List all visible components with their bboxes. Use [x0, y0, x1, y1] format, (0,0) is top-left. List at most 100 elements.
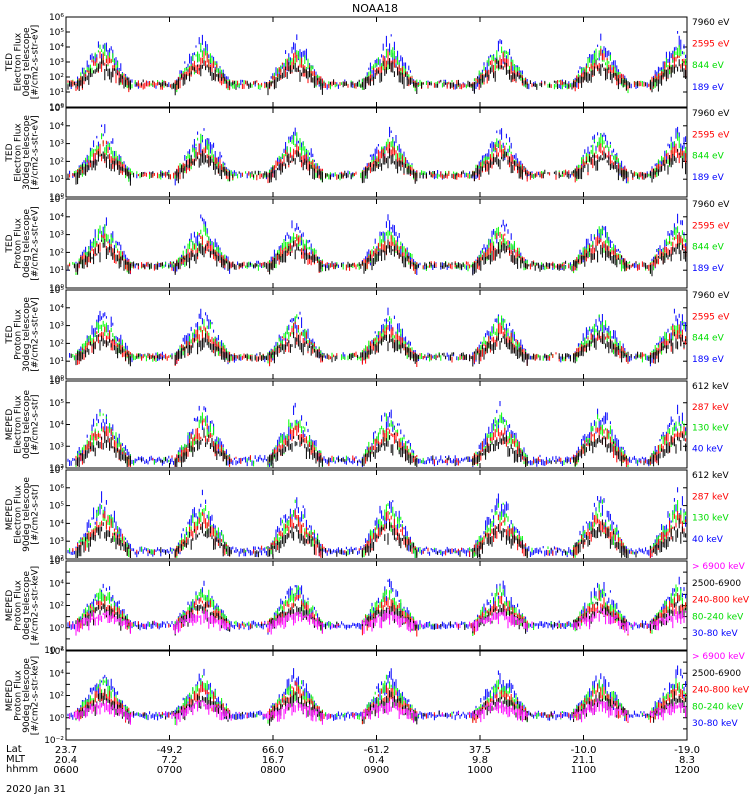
panel-8-ytick-label: 10⁰ — [49, 714, 64, 724]
panel-2-ytick-label: 10⁴ — [49, 122, 64, 132]
panel-7-ytick-label: 10² — [49, 602, 64, 612]
panel-3-series-3 — [67, 239, 687, 277]
panel-8-ylabel-line: [#/cm2-s-str-keV] — [31, 656, 41, 735]
panel-1-ytick-label: 10² — [49, 73, 64, 83]
x-tick-lat-4: 37.5 — [469, 745, 491, 756]
panel-5-series-0 — [67, 401, 687, 467]
panel-5-legend-2: 130 keV — [692, 424, 729, 434]
panel-2-legend-1: 2595 eV — [692, 130, 730, 140]
panel-6-ytick-label: 10⁴ — [49, 519, 64, 529]
panel-3-ylabel-line: [#/cm2-s-str-eV] — [31, 206, 41, 281]
panel-1-series-3 — [67, 58, 687, 96]
panel-1-ytick-label: 10⁵ — [49, 28, 64, 38]
panel-5-ylabel-line: MEPED — [5, 409, 15, 441]
panel-7-ytick-label: 10⁰ — [49, 624, 64, 634]
panel-8-legend-2: 240-800 keV — [692, 686, 750, 696]
panel-8-ytick-label: 10⁴ — [49, 669, 64, 679]
panel-7-series-4 — [72, 607, 687, 636]
x-tick-hhmm-4: 1000 — [467, 765, 492, 776]
panel-7-legend-1: 2500-6900 — [692, 579, 741, 589]
panel-8-ylabel-line: Proton Flux — [14, 670, 24, 721]
panel-6-ylabel-line: MEPED — [5, 499, 15, 531]
panel-4-data-marks — [69, 307, 687, 367]
x-tick-lat-1: -49.2 — [157, 745, 183, 756]
panel-5-ytick-label: 10² — [49, 464, 64, 474]
panel-1-ylabel-line: [#/cm2-s-str-eV] — [31, 25, 41, 100]
panel-3-legend-1: 2595 eV — [692, 221, 730, 231]
panel-3-legend-0: 7960 eV — [692, 200, 730, 210]
panel-6-frame — [65, 469, 688, 560]
panel-1-ytick-label: 10⁰ — [49, 103, 64, 113]
panel-7-ylabel-line: MEPED — [5, 590, 15, 622]
panel-2-ytick-label: 10² — [49, 157, 64, 167]
panel-2-data-marks — [67, 124, 687, 186]
panel-2-ytick-label: 10³ — [49, 140, 64, 150]
x-row-label-lat: Lat — [6, 744, 22, 755]
panel-2-ytick-label: 10⁵ — [49, 104, 64, 114]
x-tick-mlt-6: 8.3 — [679, 755, 695, 766]
panel-1-ylabel-line: 0deg telescope — [22, 27, 32, 97]
panel-4-legend-1: 2595 eV — [692, 312, 730, 322]
panel-3-frame — [65, 198, 688, 289]
panel-8-legend-1: 2500-6900 — [692, 669, 741, 679]
panel-4-ytick-label: 10² — [49, 339, 64, 349]
panel-5-legend-3: 40 keV — [692, 444, 724, 454]
panel-5-ylabel-line: Electron Flux — [14, 395, 24, 454]
panel-2-ytick-label: 10¹ — [49, 175, 64, 185]
panel-4-ytick-label: 10¹ — [49, 357, 64, 367]
panel-8-ytick-label: 10² — [49, 692, 64, 702]
panel-8-data-marks — [67, 665, 687, 726]
panel-3-ytick-label: 10⁰ — [49, 284, 64, 294]
x-tick-mlt-1: 7.2 — [162, 755, 178, 766]
panel-8-frame — [65, 650, 688, 741]
panel-6-legend-1: 287 keV — [692, 492, 729, 502]
panel-7-legend-0: > 6900 keV — [692, 562, 746, 572]
panel-2-legend-3: 189 eV — [692, 173, 725, 183]
panel-6-ytick-label: 10³ — [49, 537, 64, 547]
panel-1-ytick-label: 10⁶ — [49, 13, 64, 23]
panel-3-ytick-label: 10¹ — [49, 266, 64, 276]
panel-3-ylabel-line: Proton Flux — [14, 218, 24, 269]
panel-3-ytick-label: 10² — [49, 248, 64, 258]
panel-6-ytick-label: 10⁶ — [49, 484, 64, 494]
panel-6-ytick-label: 10² — [49, 555, 64, 565]
panel-3-data-marks — [67, 213, 687, 277]
panel-8-legend-4: 30-80 keV — [692, 719, 738, 729]
panel-7-legend-2: 240-800 keV — [692, 596, 750, 606]
panel-6-ylabel-line: [#/cm2-s-str] — [31, 484, 41, 544]
panel-1-ytick-label: 10³ — [49, 58, 64, 68]
panel-5-frame — [65, 380, 688, 469]
x-tick-mlt-5: 21.1 — [572, 755, 594, 766]
panel-4-ytick-label: 10⁰ — [49, 375, 64, 385]
panel-3-ytick-label: 10⁵ — [49, 195, 64, 205]
panel-5-ylabel-line: 0deg telescope — [22, 390, 32, 460]
panel-1-ylabel-line: TED — [5, 53, 15, 72]
panel-7-ylabel-line: Proton Flux — [14, 580, 24, 631]
panel-5-legend-0: 612 keV — [692, 382, 729, 392]
panel-2-ylabel-line: Electron Flux — [14, 123, 24, 182]
panel-8-legend-0: > 6900 keV — [692, 652, 746, 662]
panel-4-legend-3: 189 eV — [692, 355, 725, 365]
panel-7-legend-3: 80-240 keV — [692, 612, 744, 622]
x-row-label-hhmm: hhmm — [6, 764, 39, 775]
panel-4-legend-2: 844 eV — [692, 334, 725, 344]
x-tick-hhmm-1: 0700 — [157, 765, 182, 776]
panel-4-ytick-label: 10³ — [49, 322, 64, 332]
x-tick-mlt-3: 0.4 — [369, 755, 385, 766]
panel-1-ytick-label: 10⁴ — [49, 43, 64, 53]
panel-6-ytick-label: 10⁵ — [49, 502, 64, 512]
panel-4-ylabel-line: [#/cm2-s-str-eV] — [31, 297, 41, 372]
panel-8-series-4 — [69, 698, 687, 726]
panel-4-frame — [65, 289, 688, 380]
panel-6-ylabel-line: 90deg telescope — [22, 477, 32, 552]
panel-2-ytick-label: 10⁰ — [49, 193, 64, 203]
panel-4-ylabel-line: TED — [5, 325, 15, 344]
panel-5-ylabel-line: [#/cm2-s-str] — [31, 394, 41, 454]
panel-3-legend-3: 189 eV — [692, 264, 725, 274]
x-tick-mlt-2: 16.7 — [262, 755, 284, 766]
panel-3-ylabel-line: TED — [5, 234, 15, 253]
panel-3-legend-2: 844 eV — [692, 243, 725, 253]
panel-8-ytick-label: 10⁶ — [49, 647, 64, 657]
panel-6-series-3 — [75, 518, 687, 558]
panel-8-ytick-label: 10⁻² — [44, 736, 64, 746]
